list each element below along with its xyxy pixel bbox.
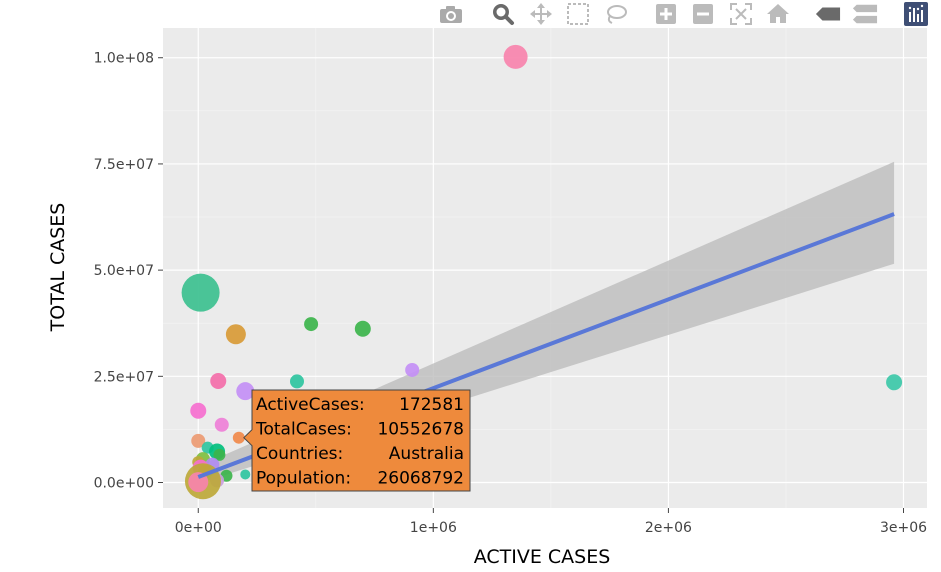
tooltip-label: TotalCases:	[255, 420, 352, 440]
y-tick-label: 5.0e+07	[94, 263, 154, 279]
scatter-points	[181, 44, 903, 500]
scatter-point[interactable]	[354, 320, 371, 337]
tooltip-value: Australia	[389, 444, 464, 464]
y-tick-label: 2.5e+07	[94, 369, 154, 385]
x-axis-title: ACTIVE CASES	[474, 546, 611, 568]
scatter-point[interactable]	[214, 417, 229, 432]
scatter-point[interactable]	[181, 273, 220, 312]
tooltip-label: Population:	[256, 469, 351, 489]
zoom-out-icon[interactable]	[690, 2, 716, 26]
tooltip-value: 10552678	[377, 420, 464, 440]
zoom-in-icon[interactable]	[653, 2, 679, 26]
zoom-icon[interactable]	[490, 2, 516, 26]
tooltip-label: Countries:	[256, 444, 343, 464]
tooltip-label: ActiveCases:	[256, 395, 365, 415]
tooltip-value: 26068792	[377, 469, 464, 489]
scatter-point[interactable]	[190, 402, 207, 419]
scatter-point[interactable]	[503, 44, 528, 69]
box-select-icon[interactable]	[565, 2, 591, 26]
scatter-point[interactable]	[289, 374, 304, 389]
lasso-select-icon[interactable]	[603, 2, 629, 26]
tooltip-box	[243, 389, 471, 492]
scatter-point[interactable]	[225, 324, 246, 345]
scatter-point[interactable]	[191, 433, 206, 448]
reset-axes-icon[interactable]	[765, 2, 791, 26]
x-tick-label: 0e+00	[175, 520, 222, 536]
scatter-point[interactable]	[405, 362, 420, 377]
y-axis-title: TOTAL CASES	[47, 203, 69, 333]
x-tick-label: 2e+06	[645, 520, 692, 536]
scatter-point[interactable]	[213, 448, 226, 461]
hover-closest-icon[interactable]	[815, 2, 841, 26]
y-tick-label: 1.0e+08	[94, 51, 154, 67]
tooltip-value: 172581	[399, 395, 464, 415]
hover-compare-icon[interactable]	[852, 2, 878, 26]
scatter-point[interactable]	[210, 372, 227, 389]
modebar	[438, 2, 933, 26]
scatter-point[interactable]	[232, 431, 245, 444]
scatter-point[interactable]	[304, 317, 319, 332]
x-axis-ticks: 0e+00 1e+06 2e+06 3e+06	[175, 508, 927, 536]
y-tick-label: 0.0e+00	[94, 476, 154, 492]
scatter-point[interactable]	[240, 469, 251, 480]
autoscale-icon[interactable]	[728, 2, 754, 26]
x-tick-label: 3e+06	[880, 520, 927, 536]
plotly-logo-icon[interactable]	[903, 2, 929, 26]
hover-tooltip: ActiveCases: 172581 TotalCases: 10552678 Cou…	[243, 389, 471, 492]
camera-icon[interactable]	[438, 2, 464, 26]
y-tick-label: 7.5e+07	[94, 157, 154, 173]
y-axis-ticks: 0.0e+00 2.5e+07 5.0e+07 7.5e+07 1.0e+08	[94, 51, 163, 492]
scatter-point[interactable]	[236, 382, 255, 401]
pan-icon[interactable]	[528, 2, 554, 26]
scatter-point[interactable]	[886, 374, 903, 391]
x-tick-label: 1e+06	[410, 520, 457, 536]
